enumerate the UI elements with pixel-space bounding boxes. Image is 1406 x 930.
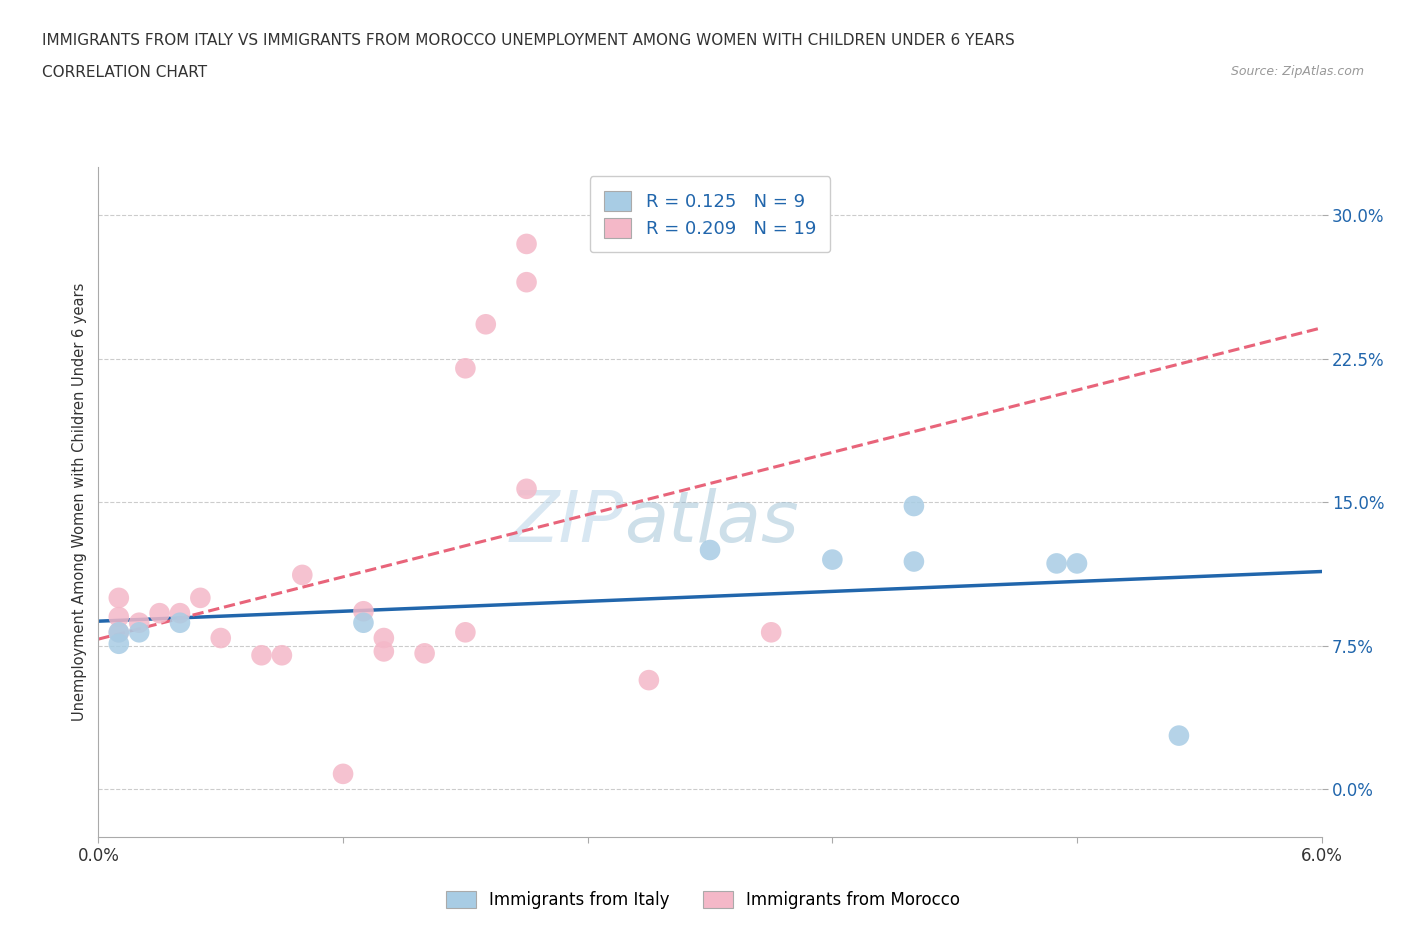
Point	[352, 616, 374, 631]
Point	[108, 636, 131, 651]
Point	[128, 625, 150, 640]
Text: CORRELATION CHART: CORRELATION CHART	[42, 65, 207, 80]
Text: Source: ZipAtlas.com: Source: ZipAtlas.com	[1230, 65, 1364, 78]
Legend: Immigrants from Italy, Immigrants from Morocco: Immigrants from Italy, Immigrants from M…	[437, 883, 969, 917]
Point	[209, 631, 232, 645]
Point	[413, 646, 436, 661]
Text: ZIP: ZIP	[510, 488, 624, 557]
Point	[699, 542, 721, 557]
Point	[270, 648, 292, 663]
Point	[903, 554, 925, 569]
Legend: R = 0.125   N = 9, R = 0.209   N = 19: R = 0.125 N = 9, R = 0.209 N = 19	[589, 177, 831, 252]
Point	[373, 631, 395, 645]
Point	[108, 591, 131, 605]
Point	[474, 317, 498, 332]
Point	[454, 625, 477, 640]
Point	[108, 625, 131, 640]
Point	[188, 591, 212, 605]
Text: atlas: atlas	[624, 488, 799, 557]
Point	[128, 616, 150, 631]
Point	[516, 482, 538, 497]
Y-axis label: Unemployment Among Women with Children Under 6 years: Unemployment Among Women with Children U…	[72, 283, 87, 722]
Point	[1167, 728, 1189, 743]
Point	[108, 625, 131, 640]
Point	[291, 567, 314, 582]
Point	[637, 672, 661, 687]
Point	[516, 236, 538, 251]
Point	[352, 604, 374, 618]
Point	[516, 274, 538, 289]
Point	[761, 625, 783, 640]
Point	[903, 498, 925, 513]
Point	[169, 605, 191, 620]
Point	[169, 616, 191, 631]
Point	[332, 766, 354, 781]
Point	[1045, 556, 1069, 571]
Point	[149, 605, 172, 620]
Point	[821, 552, 844, 567]
Text: IMMIGRANTS FROM ITALY VS IMMIGRANTS FROM MOROCCO UNEMPLOYMENT AMONG WOMEN WITH C: IMMIGRANTS FROM ITALY VS IMMIGRANTS FROM…	[42, 33, 1015, 47]
Point	[108, 609, 131, 624]
Point	[373, 644, 395, 658]
Point	[250, 648, 273, 663]
Point	[1066, 556, 1088, 571]
Point	[454, 361, 477, 376]
